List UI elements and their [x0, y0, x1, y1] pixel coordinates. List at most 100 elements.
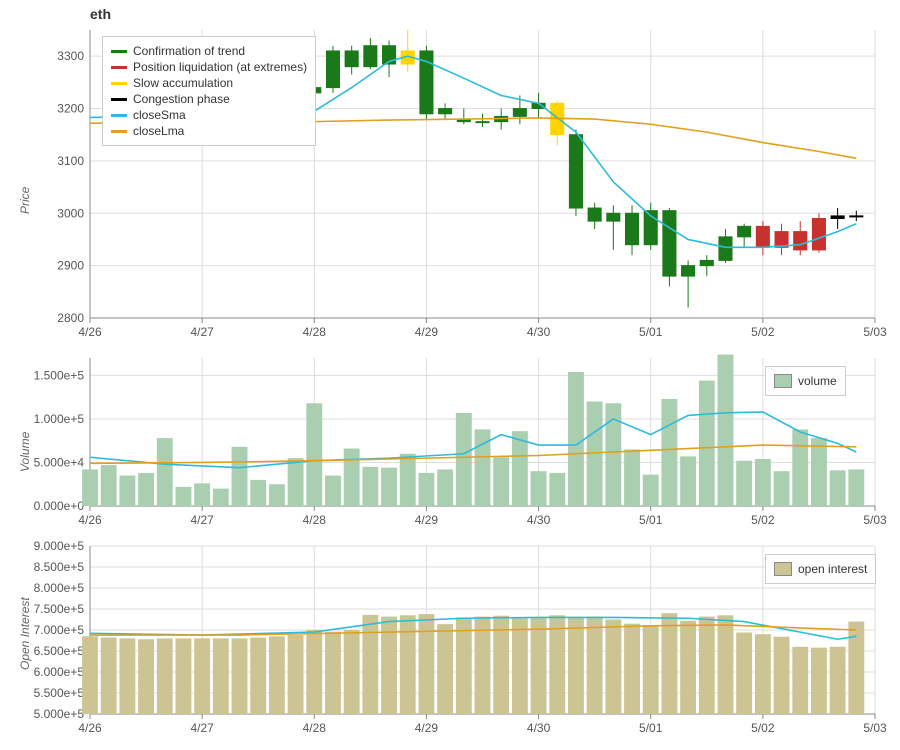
volume-bar [792, 429, 808, 506]
oi-bar [624, 624, 640, 714]
legend-item: closeLma [111, 124, 307, 138]
volume-bar [493, 457, 509, 506]
candle [794, 232, 807, 250]
volume-bar [418, 473, 434, 506]
volume-bar [718, 355, 734, 506]
svg-text:5/03: 5/03 [863, 513, 887, 527]
svg-text:5/03: 5/03 [863, 325, 887, 339]
volume-bar [82, 469, 98, 506]
chart-title: eth [90, 6, 111, 22]
volume-bar [213, 489, 229, 506]
volume-bar [344, 449, 360, 506]
svg-text:8.500e+5: 8.500e+5 [34, 560, 85, 574]
chart-root: ethPrice2800290030003100320033004/264/27… [0, 0, 900, 750]
volume-bar [194, 483, 210, 506]
volume-bar [699, 381, 715, 506]
oi-bar [755, 634, 771, 714]
oi-bar [456, 617, 472, 714]
volume-bar [774, 471, 790, 506]
candle [738, 226, 751, 236]
candle [812, 219, 825, 250]
candle [345, 51, 358, 67]
oi-bar [475, 617, 491, 714]
volume_panel-plot: 0.000e+05.000e+41.000e+51.500e+5 [90, 358, 875, 506]
oi-bar [325, 632, 341, 714]
oi-bar [848, 622, 864, 714]
oi-bar [549, 615, 565, 714]
volume_panel-lma-line [90, 445, 856, 463]
candle [326, 51, 339, 88]
candle [607, 213, 620, 221]
svg-text:5/03: 5/03 [863, 721, 887, 735]
volume-bar [568, 372, 584, 506]
svg-text:4/28: 4/28 [303, 325, 327, 339]
candle [850, 216, 863, 217]
svg-text:1.500e+5: 1.500e+5 [34, 368, 85, 382]
oi-bar [661, 613, 677, 714]
volume-bar [512, 431, 528, 506]
legend-label: Slow accumulation [133, 76, 233, 90]
oi-bar [736, 633, 752, 714]
volume_panel-legend: volume [765, 366, 846, 396]
candle [700, 260, 713, 265]
volume-bar [531, 471, 547, 506]
svg-text:2800: 2800 [57, 311, 84, 325]
volume-bar [250, 480, 266, 506]
svg-text:5/01: 5/01 [639, 325, 663, 339]
volume-bar [755, 459, 771, 506]
volume-bar [680, 456, 696, 506]
oi-bar [400, 615, 416, 714]
svg-text:4/30: 4/30 [527, 721, 551, 735]
svg-text:4/28: 4/28 [303, 513, 327, 527]
oi-bar [418, 614, 434, 714]
oi-bar [568, 617, 584, 714]
svg-text:3300: 3300 [57, 49, 84, 63]
volume-bar [288, 458, 304, 506]
svg-text:3000: 3000 [57, 206, 84, 220]
svg-text:5/02: 5/02 [751, 721, 775, 735]
candle [569, 135, 582, 208]
legend-item: Position liquidation (at extremes) [111, 60, 307, 74]
price_panel-ylabel: Price [18, 187, 32, 214]
volume-bar [138, 473, 154, 506]
oi-bar [381, 617, 397, 714]
oi-bar [811, 648, 827, 714]
volume-bar [456, 413, 472, 506]
candle [439, 109, 452, 114]
oi-bar [157, 638, 173, 714]
volume-bar [400, 454, 416, 506]
oi-bar [101, 638, 117, 714]
oi-bar [232, 638, 248, 714]
oi-bar [269, 636, 285, 714]
svg-text:4/27: 4/27 [190, 513, 214, 527]
volume_panel-sma-line [90, 412, 856, 468]
legend-label: closeLma [133, 124, 184, 138]
svg-text:5/01: 5/01 [639, 721, 663, 735]
oi-bar [512, 618, 528, 714]
candle [588, 208, 601, 221]
legend-item: closeSma [111, 108, 307, 122]
candle [756, 226, 769, 247]
candle [663, 211, 676, 276]
legend-label: Confirmation of trend [133, 44, 245, 58]
svg-text:8.000e+5: 8.000e+5 [34, 581, 85, 595]
oi-bar [82, 636, 98, 714]
svg-text:5.500e+5: 5.500e+5 [34, 686, 85, 700]
volume-bar [736, 461, 752, 506]
legend-item: Confirmation of trend [111, 44, 307, 58]
svg-text:3200: 3200 [57, 102, 84, 116]
legend-label: closeSma [133, 108, 186, 122]
svg-text:4/26: 4/26 [78, 325, 102, 339]
oi-bar [288, 635, 304, 714]
volume-bar [325, 476, 341, 506]
oi_panel-ylabel: Open Interest [18, 597, 32, 670]
legend-item: Congestion phase [111, 92, 307, 106]
svg-text:6.500e+5: 6.500e+5 [34, 644, 85, 658]
svg-text:4/26: 4/26 [78, 721, 102, 735]
oi-bar [176, 638, 192, 714]
svg-text:4/30: 4/30 [527, 513, 551, 527]
legend-label: Congestion phase [133, 92, 230, 106]
volume-bar [549, 473, 565, 506]
svg-text:5/02: 5/02 [751, 325, 775, 339]
svg-text:3100: 3100 [57, 154, 84, 168]
